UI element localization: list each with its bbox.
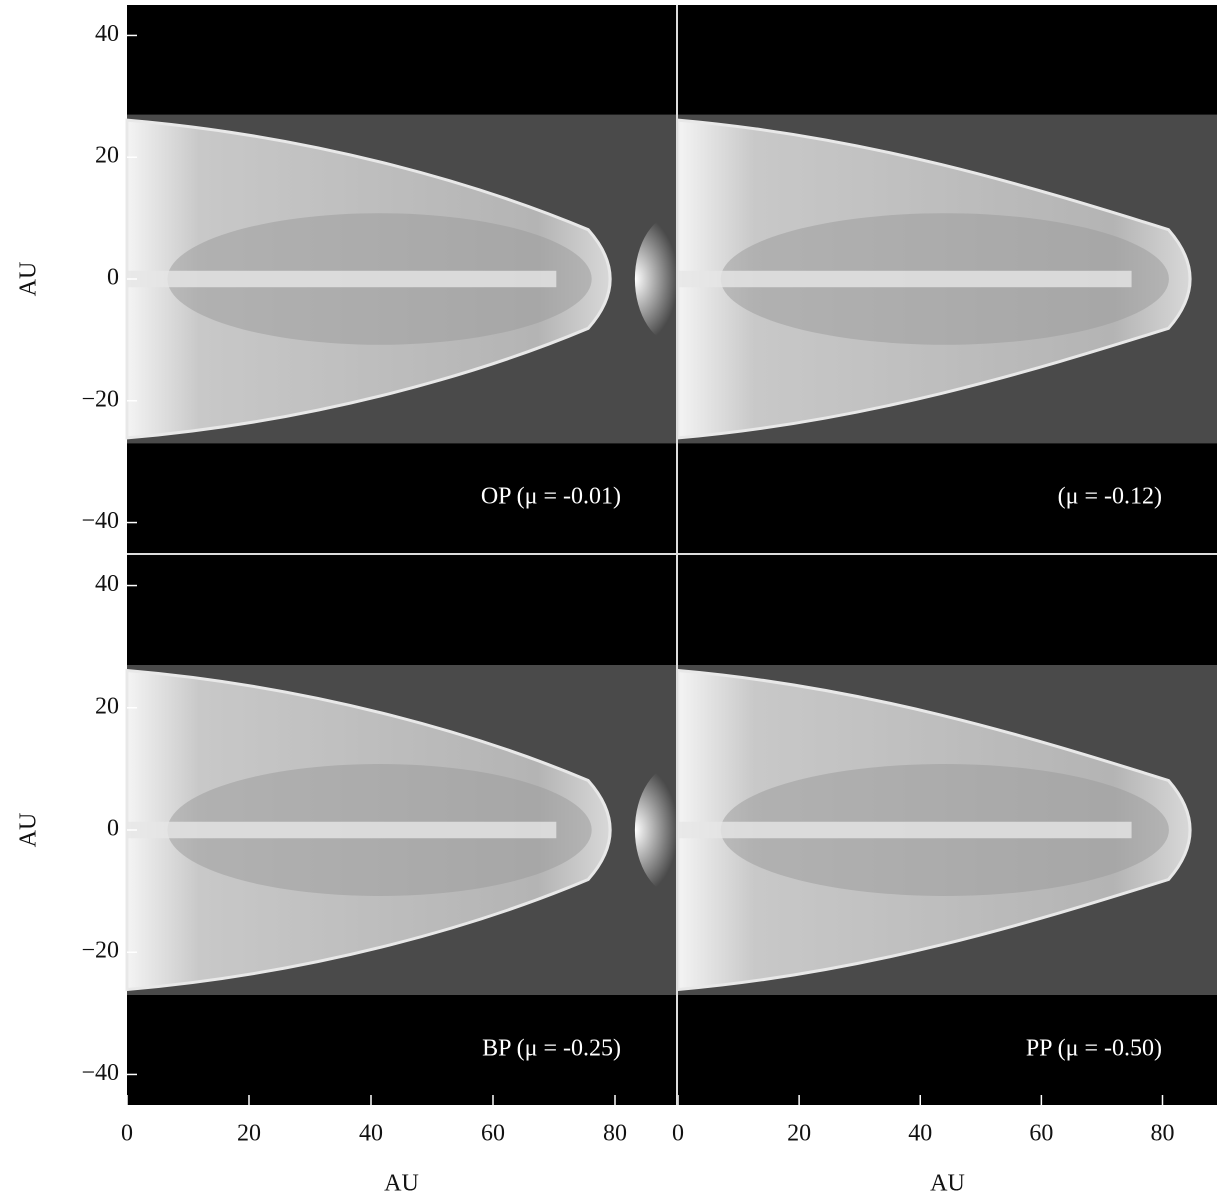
x-tick-label: 80 bbox=[1150, 1121, 1174, 1147]
panel-label: PP (μ = -0.50) bbox=[1026, 1036, 1162, 1062]
x-tick-label: 60 bbox=[481, 1121, 505, 1147]
y-tick-label: −20 bbox=[81, 386, 119, 412]
y-tick-label: −40 bbox=[81, 1060, 119, 1086]
panel-label: BP (μ = -0.25) bbox=[482, 1036, 621, 1062]
y-tick-label: 0 bbox=[107, 816, 119, 842]
y-axis-label: AU bbox=[16, 262, 42, 297]
x-axis-label: AU bbox=[384, 1171, 419, 1197]
x-tick-label: 0 bbox=[672, 1121, 684, 1147]
y-axis-label: AU bbox=[16, 813, 42, 848]
x-tick-label: 40 bbox=[908, 1121, 932, 1147]
y-tick-label: 20 bbox=[95, 143, 119, 169]
y-tick-label: 0 bbox=[107, 265, 119, 291]
x-tick-label: 20 bbox=[787, 1121, 811, 1147]
x-tick-label: 0 bbox=[121, 1121, 133, 1147]
y-tick-label: 40 bbox=[95, 21, 119, 47]
x-tick-label: 60 bbox=[1029, 1121, 1053, 1147]
y-tick-label: −40 bbox=[81, 508, 119, 534]
y-tick-label: 40 bbox=[95, 571, 119, 597]
x-axis-label: AU bbox=[930, 1171, 965, 1197]
x-tick-label: 40 bbox=[359, 1121, 383, 1147]
jet-beam bbox=[678, 271, 1132, 287]
y-tick-label: 20 bbox=[95, 693, 119, 719]
y-tick-label: −20 bbox=[81, 938, 119, 964]
jet-beam bbox=[127, 822, 556, 839]
panel-label: OP (μ = -0.01) bbox=[481, 484, 621, 510]
jet-beam bbox=[127, 271, 556, 287]
figure: OP (μ = -0.01)−40−2002040AU(μ = -0.12)BP… bbox=[0, 0, 1217, 1201]
jet-beam bbox=[678, 822, 1132, 839]
x-tick-label: 80 bbox=[603, 1121, 627, 1147]
panel-label: (μ = -0.12) bbox=[1058, 484, 1162, 510]
x-tick-label: 20 bbox=[237, 1121, 261, 1147]
